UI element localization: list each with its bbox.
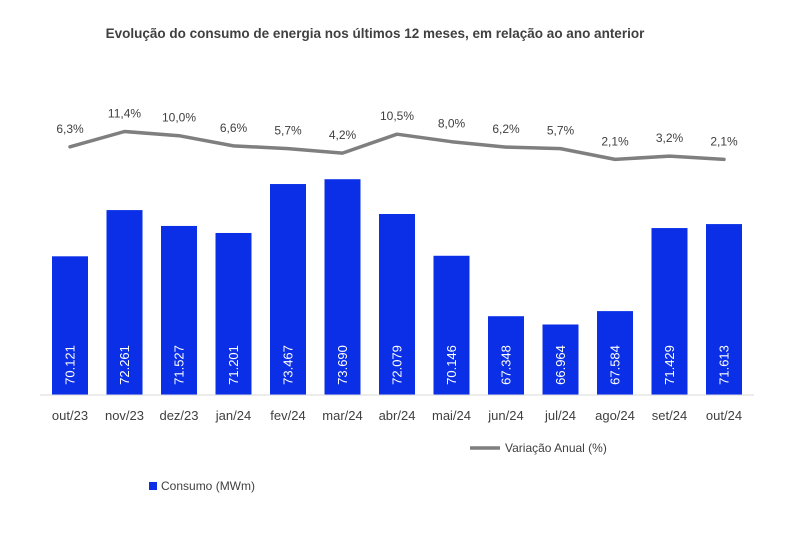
legend-bar-label: Consumo (MWm) [161,479,255,493]
line-value-label: 3,2% [656,131,684,145]
bar-value-label: 71.527 [172,345,187,385]
bar-value-label: 71.613 [717,345,732,385]
bar-jul-24 [542,324,579,395]
bar-value-label: 73.690 [335,345,350,385]
x-tick-label: jan/24 [215,408,251,423]
x-tick-label: ago/24 [595,408,635,423]
line-value-label: 2,1% [601,134,629,148]
legend-line: Variação Anual (%) [470,441,607,455]
line-value-label: 8,0% [438,117,466,131]
bar-value-label: 70.121 [63,345,78,385]
bar-nov-23 [106,210,143,395]
x-tick-label: mai/24 [432,408,471,423]
line-value-label: 6,2% [492,122,520,136]
line-value-label: 5,7% [547,124,575,138]
legend-bar-swatch [149,482,157,490]
bar-value-label: 73.467 [281,345,296,385]
bar-value-label: 66.964 [553,345,568,385]
bar-value-label: 70.146 [444,345,459,385]
x-tick-label: out/23 [52,408,88,423]
x-tick-label: jul/24 [544,408,576,423]
bar-value-label: 71.201 [226,345,241,385]
legend-bar: Consumo (MWm) [149,479,255,493]
x-tick-label: mar/24 [322,408,362,423]
bar-jun-24 [488,316,524,395]
line-value-label: 4,2% [329,128,357,142]
bar-value-label: 67.584 [608,345,623,385]
line-value-label: 10,0% [162,111,196,125]
bar-dez-23 [161,225,197,395]
bar-value-label: 67.348 [499,345,514,385]
line-value-label: 5,7% [274,124,302,138]
bar-value-label: 72.261 [117,345,132,385]
series-line-variacao [68,129,726,162]
line-value-label: 10,5% [380,109,414,123]
line-value-label: 6,6% [220,121,248,135]
bar-fev-24 [270,184,306,395]
x-tick-label: set/24 [652,408,687,423]
chart-title: Evolução do consumo de energia nos últim… [106,26,645,41]
line-layer: 6,3% 11,4% 10,0% 6,6% 5,7% 4,2% 10,5% 8,0% 6,2% 5… [56,107,738,162]
bar-ago-24 [597,311,633,395]
line-value-label: 2,1% [710,134,738,148]
line-value-label: 11,4% [108,107,141,121]
x-tick-label: dez/23 [159,408,198,423]
x-tick-label: nov/23 [105,408,144,423]
x-tick-label: out/24 [706,408,742,423]
bar-value-label: 71.429 [662,345,677,385]
bar-out-24 [706,224,742,395]
bar-set-24 [651,228,688,395]
bar-jan-24 [215,232,252,395]
x-tick-label: jun/24 [487,408,523,423]
legend-line-label: Variação Anual (%) [505,441,607,455]
x-tick-label: fev/24 [270,408,305,423]
line-value-label: 6,3% [56,122,84,136]
bar-mar-24 [324,179,361,395]
bars-layer: 70.121 72.261 71.527 71.201 73.467 73.690 72.0… [52,179,742,395]
bar-value-label: 72.079 [390,345,405,385]
bar-out-23 [52,256,88,395]
x-tick-label: abr/24 [379,408,416,423]
x-axis-ticks: out/23 nov/23 dez/23 jan/24 fev/24 mar/24 abr/… [52,408,742,423]
bar-abr-24 [379,214,415,395]
bar-mai-24 [433,255,470,395]
